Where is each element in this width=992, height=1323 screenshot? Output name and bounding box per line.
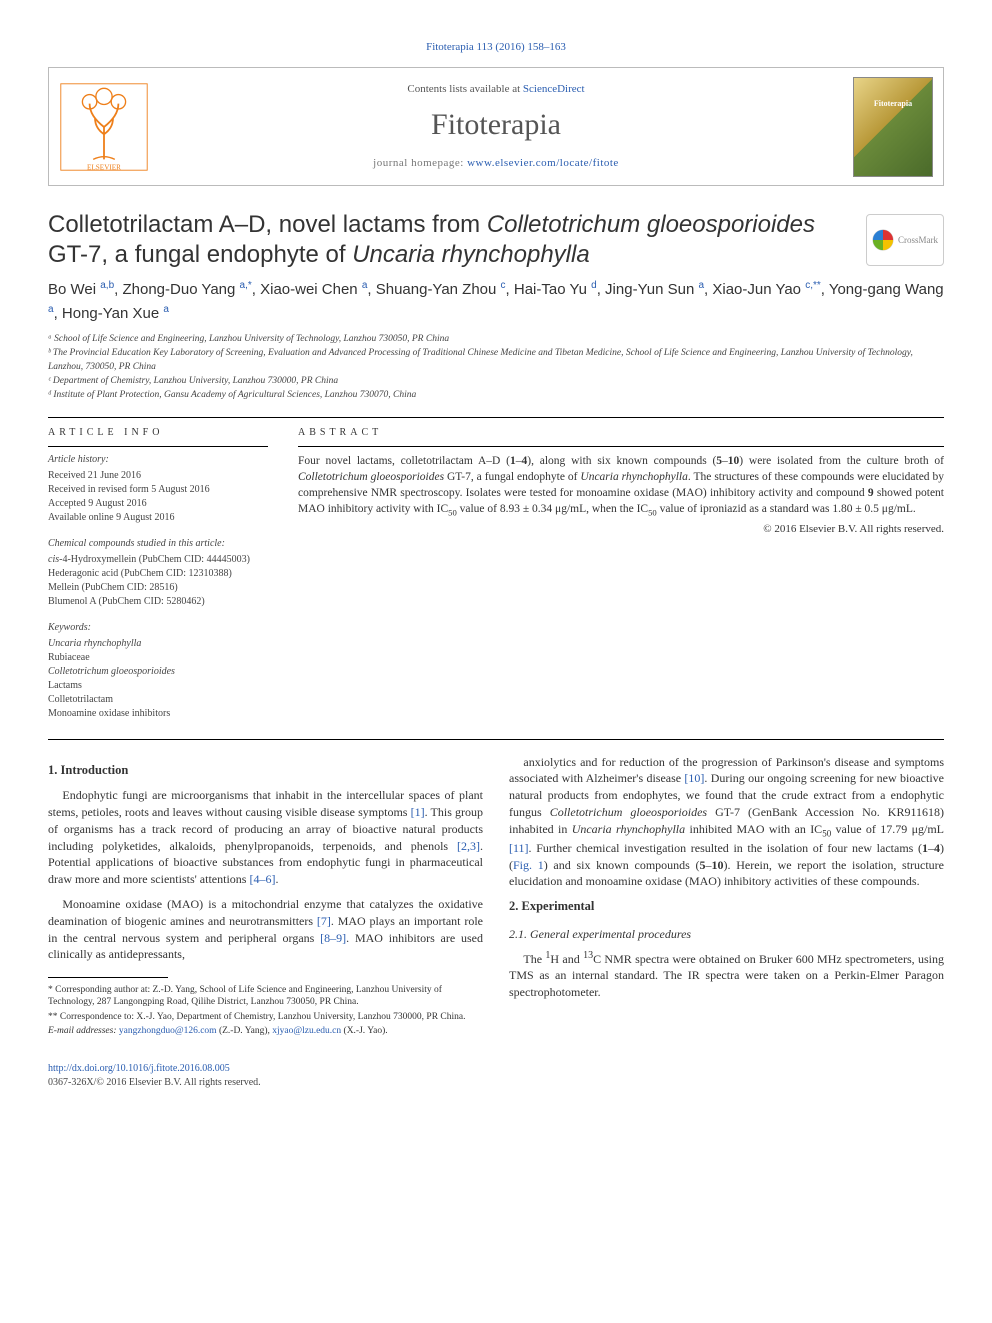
abstract-copyright: © 2016 Elsevier B.V. All rights reserved… xyxy=(298,522,944,537)
corresponding-author-note: ** Correspondence to: X.-J. Yao, Departm… xyxy=(48,1011,483,1023)
keyword: Colletotrichum gloeosporioides xyxy=(48,665,268,679)
footnotes: * Corresponding author at: Z.-D. Yang, S… xyxy=(48,984,483,1037)
abstract-column: abstract Four novel lactams, colletotril… xyxy=(298,426,944,721)
divider xyxy=(48,417,944,418)
body-paragraph: anxiolytics and for reduction of the pro… xyxy=(509,754,944,891)
email-link[interactable]: yangzhongduo@126.com xyxy=(119,1026,217,1036)
journal-name: Fitoterapia xyxy=(169,104,823,146)
divider xyxy=(48,739,944,740)
compounds-heading: Chemical compounds studied in this artic… xyxy=(48,537,268,551)
subsection-heading: 2.1. General experimental procedures xyxy=(509,926,944,943)
section-heading-experimental: 2. Experimental xyxy=(509,898,944,916)
issn-copyright: 0367-326X/© 2016 Elsevier B.V. All right… xyxy=(48,1076,944,1090)
journal-homepage-line: journal homepage: www.elsevier.com/locat… xyxy=(169,156,823,171)
section-heading-introduction: 1. Introduction xyxy=(48,762,483,780)
crossmark-label: CrossMark xyxy=(898,234,938,247)
article-history-heading: Article history: xyxy=(48,453,268,467)
journal-homepage-link[interactable]: www.elsevier.com/locate/fitote xyxy=(467,157,619,169)
article-body: 1. Introduction Endophytic fungi are mic… xyxy=(48,754,944,1040)
crossmark-badge[interactable]: CrossMark xyxy=(866,214,944,266)
history-line: Received in revised form 5 August 2016 xyxy=(48,483,268,497)
history-line: Available online 9 August 2016 xyxy=(48,511,268,525)
history-line: Accepted 9 August 2016 xyxy=(48,497,268,511)
affiliations: ᵃ School of Life Science and Engineering… xyxy=(48,333,944,402)
keywords-heading: Keywords: xyxy=(48,621,268,635)
keyword: Uncaria rhynchophylla xyxy=(48,637,268,651)
history-line: Received 21 June 2016 xyxy=(48,469,268,483)
keywords-block: Keywords: Uncaria rhynchophylla Rubiacea… xyxy=(48,621,268,721)
page-footer: http://dx.doi.org/10.1016/j.fitote.2016.… xyxy=(48,1062,944,1090)
elsevier-logo: ELSEVIER xyxy=(59,82,149,172)
keyword: Colletotrilactam xyxy=(48,693,268,707)
contents-lists-line: Contents lists available at ScienceDirec… xyxy=(169,82,823,97)
article-info-column: article info Article history: Received 2… xyxy=(48,426,268,721)
author-list: Bo Wei a,b, Zhong-Duo Yang a,*, Xiao-wei… xyxy=(48,278,944,325)
body-paragraph: The 1H and 13C NMR spectra were obtained… xyxy=(509,949,944,1001)
affiliation: ᵈ Institute of Plant Protection, Gansu A… xyxy=(48,389,944,402)
doi-link[interactable]: http://dx.doi.org/10.1016/j.fitote.2016.… xyxy=(48,1063,230,1074)
article-title: Colletotrilactam A–D, novel lactams from… xyxy=(48,210,844,270)
journal-cover-thumbnail xyxy=(853,77,933,177)
body-paragraph: Monoamine oxidase (MAO) is a mitochondri… xyxy=(48,896,483,963)
compound-line: Blumenol A (PubChem CID: 5280462) xyxy=(48,595,268,609)
body-paragraph: Endophytic fungi are microorganisms that… xyxy=(48,787,483,888)
article-history-block: Article history: Received 21 June 2016 R… xyxy=(48,446,268,525)
keyword: Lactams xyxy=(48,679,268,693)
journal-reference: Fitoterapia 113 (2016) 158–163 xyxy=(48,40,944,55)
affiliation: ᵃ School of Life Science and Engineering… xyxy=(48,333,944,346)
journal-header-box: ELSEVIER Contents lists available at Sci… xyxy=(48,67,944,186)
journal-ref-link[interactable]: Fitoterapia 113 (2016) 158–163 xyxy=(426,41,566,53)
article-info-label: article info xyxy=(48,426,268,440)
corresponding-author-note: * Corresponding author at: Z.-D. Yang, S… xyxy=(48,984,483,1009)
keyword: Monoamine oxidase inhibitors xyxy=(48,707,268,721)
sciencedirect-link[interactable]: ScienceDirect xyxy=(523,83,585,95)
affiliation: ᵇ The Provincial Education Key Laborator… xyxy=(48,347,944,374)
email-line: E-mail addresses: yangzhongduo@126.com (… xyxy=(48,1025,483,1037)
footnote-divider xyxy=(48,977,168,978)
compounds-block: Chemical compounds studied in this artic… xyxy=(48,537,268,609)
keyword: Rubiaceae xyxy=(48,651,268,665)
affiliation: ᶜ Department of Chemistry, Lanzhou Unive… xyxy=(48,375,944,388)
svg-text:ELSEVIER: ELSEVIER xyxy=(87,163,121,171)
compound-line: Hederagonic acid (PubChem CID: 12310388) xyxy=(48,567,268,581)
compound-line: Mellein (PubChem CID: 28516) xyxy=(48,581,268,595)
abstract-label: abstract xyxy=(298,426,944,440)
abstract-text: Four novel lactams, colletotrilactam A–D… xyxy=(298,446,944,519)
compound-line: cis-4-Hydroxymellein (PubChem CID: 44445… xyxy=(48,553,268,567)
crossmark-icon xyxy=(872,229,894,251)
email-link[interactable]: xjyao@lzu.edu.cn xyxy=(272,1026,341,1036)
